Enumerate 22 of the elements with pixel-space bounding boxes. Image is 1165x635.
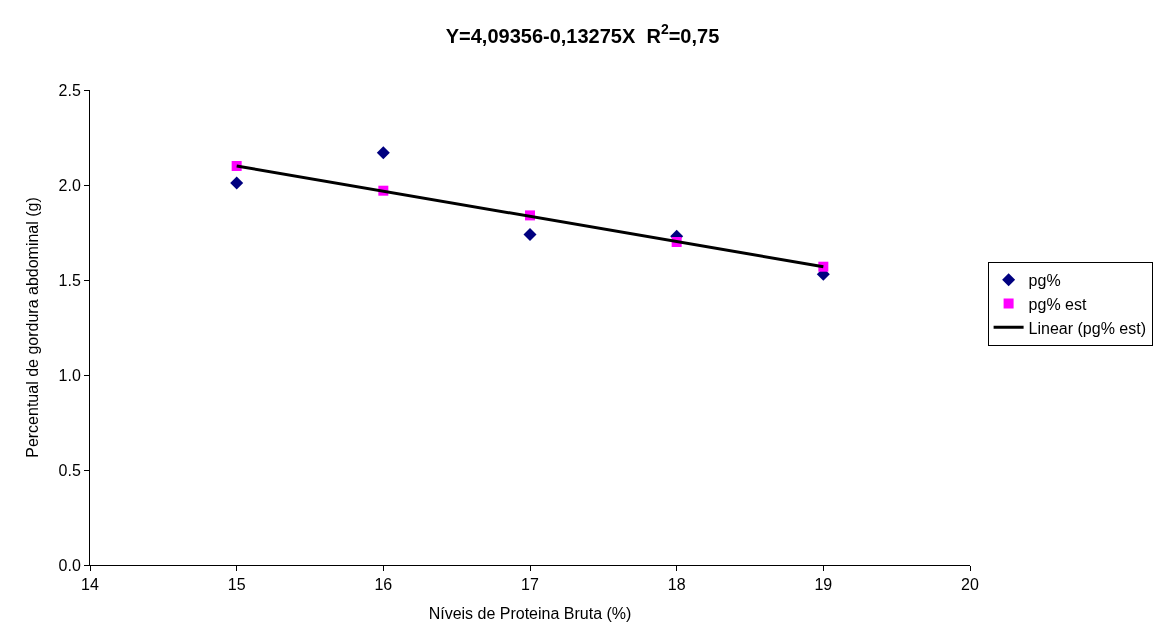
x-tick-label: 20: [961, 576, 979, 594]
legend-label: Linear (pg% est): [1028, 319, 1146, 337]
x-tick-label: 17: [521, 576, 539, 594]
y-axis-title: Percentual de gordura abdominal (g): [24, 197, 42, 458]
point: [230, 176, 244, 190]
y-tick-label: 1.5: [58, 271, 81, 289]
chart-title: Y=4,09356-0,13275X R$^{2}$=0,75: [445, 21, 720, 47]
x-tick-label: 19: [814, 576, 833, 594]
y-tick-label: 0.0: [58, 556, 81, 574]
y-tick-label: 1.0: [58, 366, 81, 384]
x-tick-label: 16: [374, 576, 393, 594]
legend-label: pg% est: [1028, 295, 1087, 313]
x-tick-label: 14: [81, 576, 99, 594]
legend-label: pg%: [1028, 271, 1061, 289]
point: [523, 227, 537, 241]
x-axis-title: Níveis de Proteina Bruta (%): [428, 604, 632, 622]
y-tick-label: 2.0: [58, 176, 81, 194]
x-tick-label: 15: [227, 576, 246, 594]
y-tick-label: 0.5: [58, 461, 81, 479]
point: [376, 146, 390, 160]
x-tick-label: 18: [667, 576, 686, 594]
y-tick-label: 2.5: [58, 81, 81, 99]
